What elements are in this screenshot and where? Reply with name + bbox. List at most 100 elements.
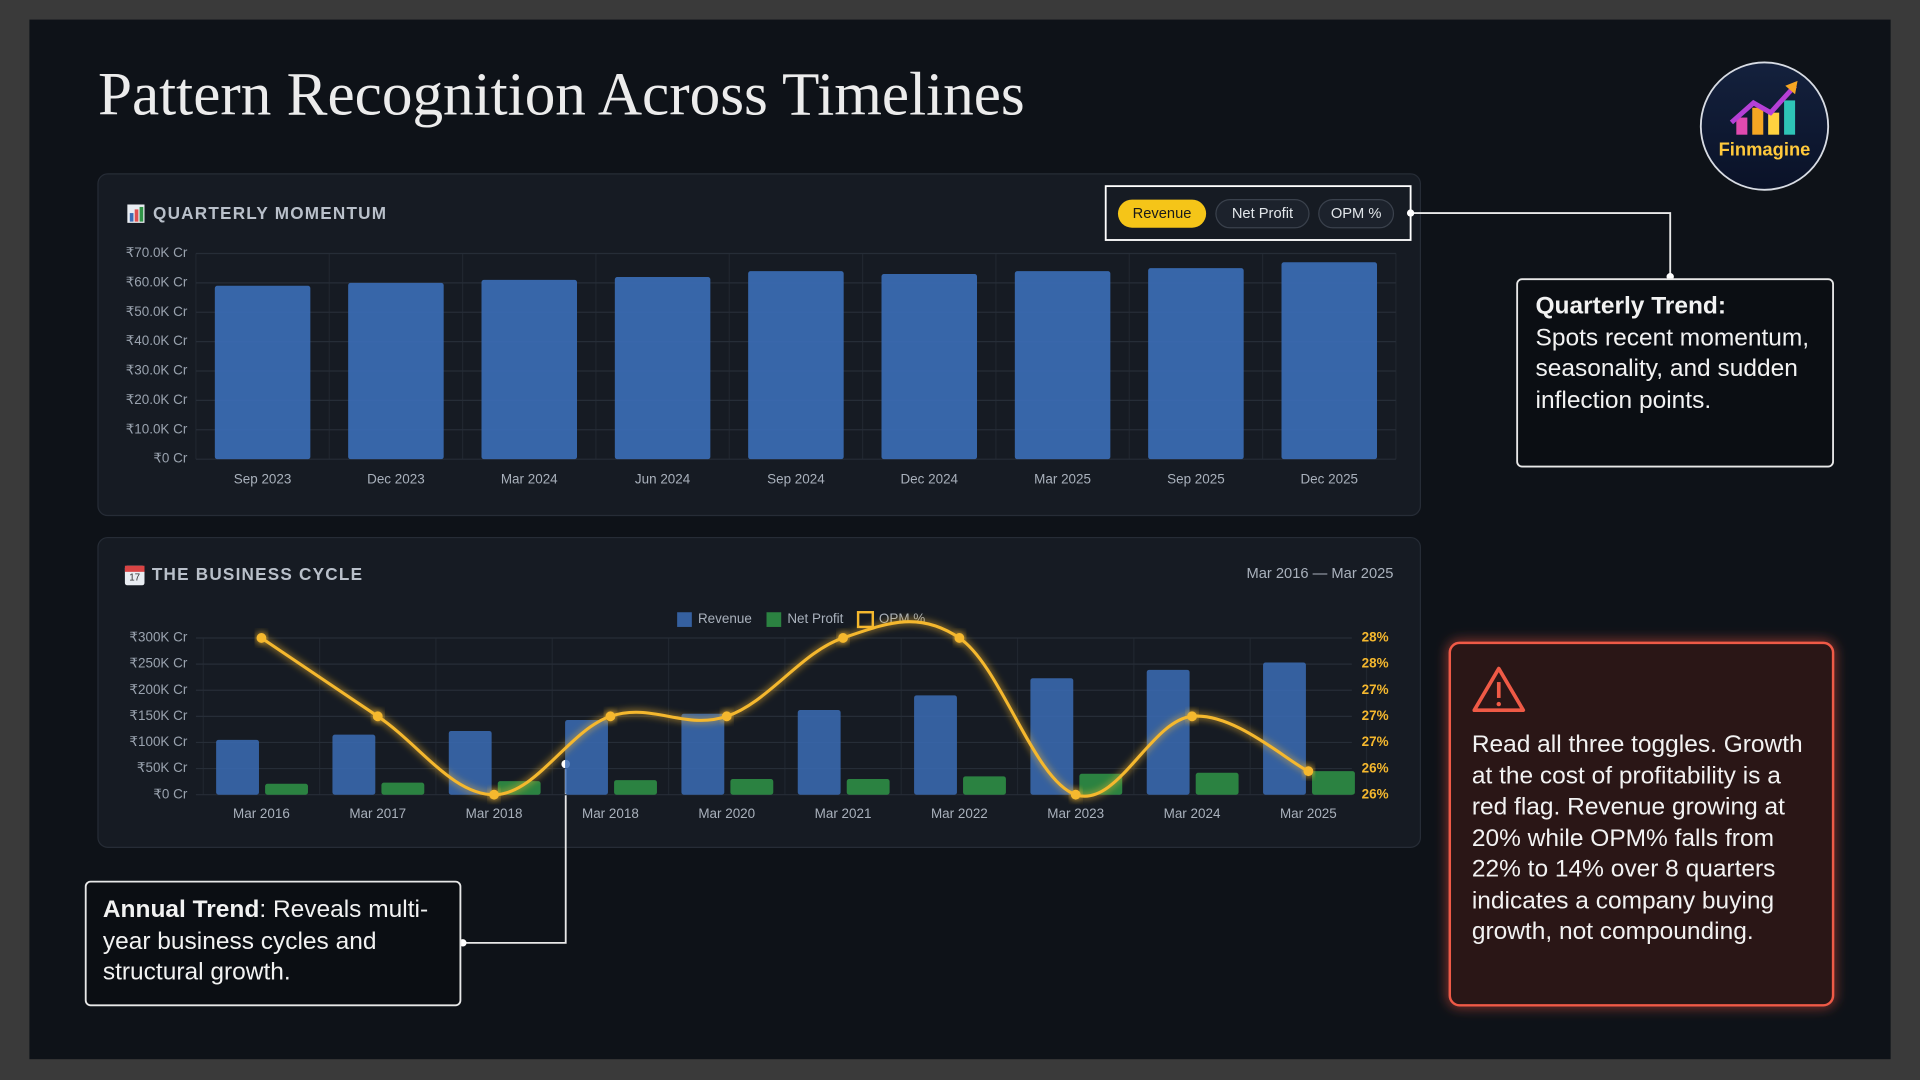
bar: [481, 279, 578, 460]
x-tick-label: Mar 2024: [501, 472, 558, 487]
y-tick-label: ₹250K Cr: [129, 656, 187, 671]
x-tick-label: Sep 2025: [1167, 472, 1225, 487]
toggle-button[interactable]: Revenue: [1117, 199, 1207, 228]
x-tick-label: Mar 2022: [931, 806, 988, 821]
line-point: [1070, 789, 1081, 800]
y-tick-label: ₹20.0K Cr: [126, 392, 188, 407]
callout-annual: Annual Trend: Reveals multi-year busines…: [103, 895, 453, 989]
bar: [1148, 268, 1244, 460]
bar: [614, 780, 657, 795]
slide-title: Pattern Recognition Across Timelines: [98, 60, 1025, 128]
svg-text:17: 17: [129, 573, 140, 584]
line-point: [489, 789, 499, 800]
panel-title: THE BUSINESS CYCLE: [152, 564, 363, 584]
x-tick-label: Mar 2017: [349, 806, 406, 821]
x-tick-label: Dec 2023: [367, 472, 425, 487]
logo: Finmagine: [1699, 61, 1830, 191]
x-tick-label: Dec 2024: [900, 472, 958, 487]
bar: [348, 282, 444, 460]
bar: [1146, 669, 1190, 795]
bar: [730, 779, 774, 795]
y-tick-label: ₹300K Cr: [129, 630, 187, 645]
toggle-pill[interactable]: [1215, 198, 1310, 229]
line-point: [605, 711, 616, 722]
line-series: [260, 620, 1310, 798]
toggle-pill[interactable]: [1117, 199, 1207, 228]
connector-dot: [1406, 209, 1415, 217]
bar: [1281, 262, 1378, 460]
x-tick-label: Sep 2023: [234, 472, 292, 487]
bar: [963, 776, 1006, 795]
toggle-button[interactable]: Net Profit: [1215, 198, 1310, 229]
y2-tick-label: 28%: [1362, 655, 1389, 670]
y-tick-label: ₹10.0K Cr: [126, 421, 188, 436]
x-tick-label: Mar 2018: [466, 806, 523, 821]
x-tick-label: Mar 2021: [815, 806, 872, 821]
bar: [1195, 772, 1239, 795]
legend-label: Revenue: [698, 611, 752, 626]
callout-text: Quarterly Trend: Spots recent momentum, s…: [1536, 291, 1825, 416]
bar: [216, 739, 259, 795]
toggle-label[interactable]: Net Profit: [1232, 206, 1293, 222]
legend-swatch: [766, 612, 782, 627]
toggle-pill[interactable]: [1318, 198, 1395, 229]
y-tick-label: ₹30.0K Cr: [126, 363, 188, 378]
x-tick-label: Mar 2023: [1047, 806, 1104, 821]
x-tick-label: Mar 2016: [233, 806, 290, 821]
calendar-icon: 17: [124, 565, 145, 586]
y-tick-label: ₹100K Cr: [129, 734, 187, 749]
bar: [1263, 662, 1306, 795]
x-tick-label: Sep 2024: [767, 472, 825, 487]
bar: [381, 782, 425, 795]
line-point: [372, 711, 383, 722]
bar: [681, 713, 725, 795]
warning-callout: Read all three toggles. Growth at the co…: [1472, 731, 1803, 945]
bar: [448, 730, 492, 795]
y2-tick-label: 27%: [1362, 682, 1389, 697]
y2-tick-label: 27%: [1362, 734, 1389, 749]
line-point: [838, 633, 848, 643]
y2-tick-label: 26%: [1362, 760, 1389, 775]
callout-box: [84, 880, 462, 1007]
x-tick-label: Mar 2025: [1280, 806, 1337, 821]
line-point: [954, 633, 965, 643]
toggle-label[interactable]: Revenue: [1133, 206, 1192, 222]
x-tick-label: Jun 2024: [635, 472, 691, 487]
legend-swatch: [677, 612, 692, 627]
y-tick-label: ₹60.0K Cr: [126, 274, 188, 289]
bar: [797, 710, 841, 795]
warning-icon: [1472, 666, 1526, 713]
bar: [881, 274, 978, 460]
bar: [332, 734, 376, 795]
bar: [1014, 271, 1111, 460]
y-tick-label: ₹150K Cr: [129, 708, 187, 723]
connector: [1410, 212, 1672, 280]
x-tick-label: Dec 2025: [1300, 472, 1358, 487]
y-tick-label: ₹50K Cr: [137, 760, 188, 775]
toggle-label[interactable]: OPM %: [1331, 206, 1382, 222]
bar: [914, 695, 957, 795]
callout-heading: Annual Trend: [102, 896, 260, 924]
bar: [214, 285, 311, 460]
bar: [1312, 771, 1355, 795]
toggle-button[interactable]: OPM %: [1318, 198, 1395, 229]
callout-text: Annual Trend: Reveals multi-year busines…: [103, 895, 453, 989]
y2-tick-label: 26%: [1362, 786, 1389, 801]
x-tick-label: Mar 2020: [698, 806, 755, 821]
bar: [846, 779, 890, 795]
y-tick-label: ₹200K Cr: [129, 682, 187, 697]
chart-quarterly: ₹0 Cr ₹10.0K Cr ₹20.0K Cr ₹30.0K Cr ₹40.0K C…: [126, 245, 1397, 487]
y-tick-label: ₹0 Cr: [153, 451, 187, 466]
y2-tick-label: 28%: [1362, 630, 1389, 645]
callout-body: Spots recent momentum, seasonality, and …: [1535, 323, 1810, 414]
panel-cycle: [97, 536, 1422, 848]
y-tick-label: ₹70.0K Cr: [126, 245, 188, 260]
legend-swatch: [856, 611, 875, 629]
bar: [265, 783, 308, 795]
callout-heading: Quarterly Trend:: [1535, 292, 1727, 320]
logo-text: Finmagine: [1719, 138, 1811, 159]
callout-quarterly: Quarterly Trend: Spots recent momentum, s…: [1536, 291, 1825, 416]
y-tick-label: ₹0 Cr: [153, 786, 187, 801]
